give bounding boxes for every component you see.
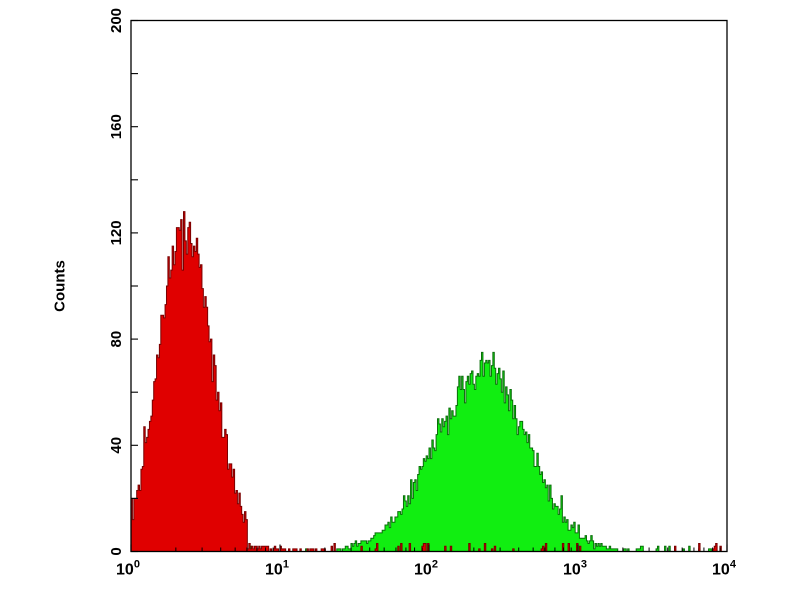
svg-text:120: 120 [108,220,125,245]
svg-text:101: 101 [265,559,289,579]
svg-text:100: 100 [116,559,140,579]
svg-text:103: 103 [563,559,587,579]
svg-text:200: 200 [108,8,125,33]
svg-text:40: 40 [108,437,125,454]
svg-text:0: 0 [108,547,125,555]
svg-text:80: 80 [108,331,125,348]
svg-text:160: 160 [108,114,125,139]
svg-text:104: 104 [712,559,737,579]
svg-text:102: 102 [414,559,438,579]
